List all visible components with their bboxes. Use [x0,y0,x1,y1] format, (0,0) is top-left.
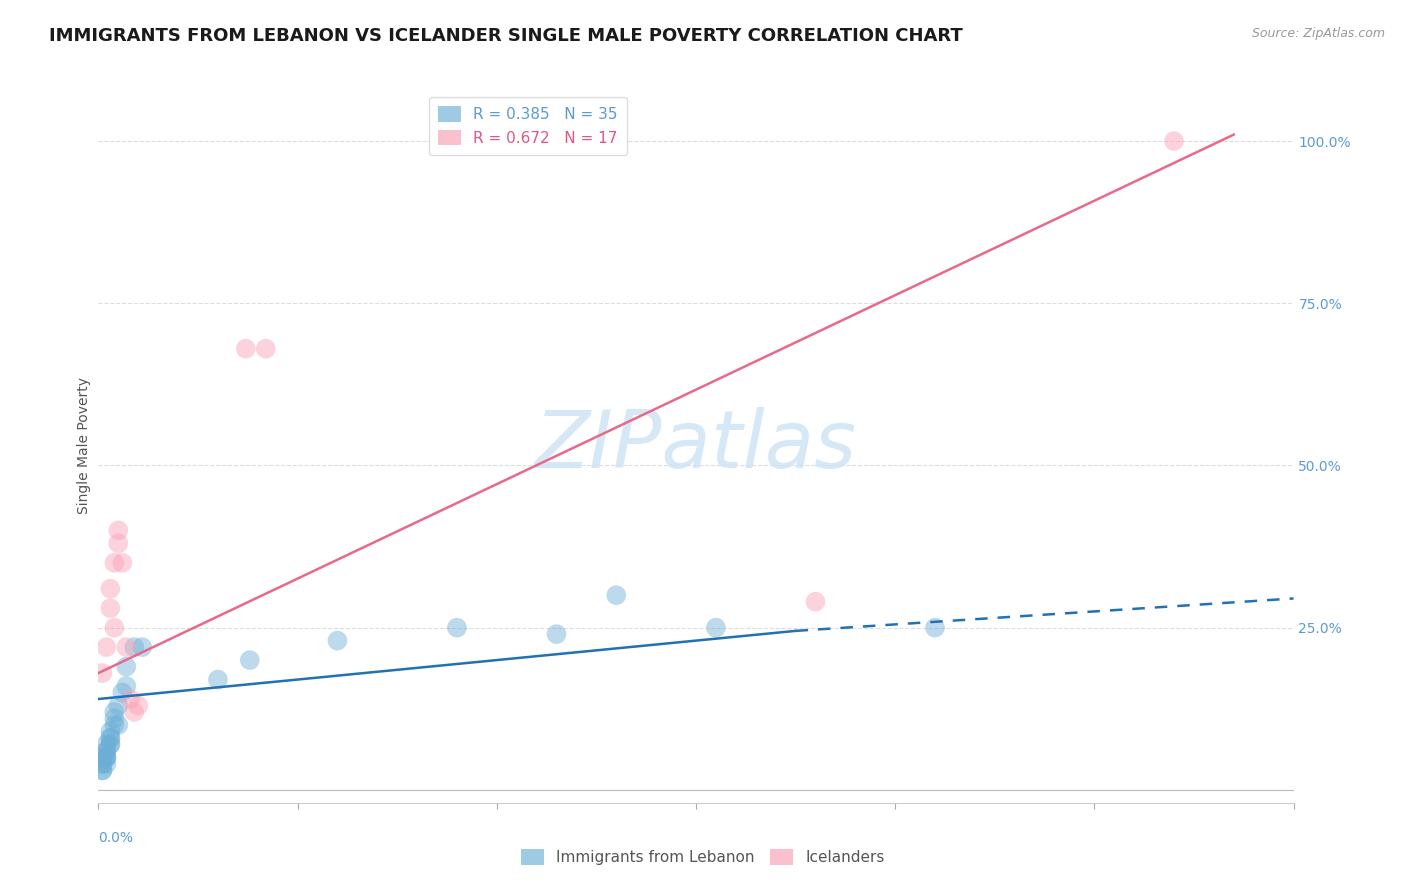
Point [804,595,827,609]
Point [96,750,118,764]
Point [96,750,118,764]
Point [120,692,142,706]
Point [91,764,114,778]
Point [107,698,129,713]
Point [107,718,129,732]
Point [91,750,114,764]
Point [98,738,122,752]
Point [124,705,146,719]
Point [103,718,125,732]
Point [98,738,122,752]
Point [103,621,125,635]
Text: ZIPatlas: ZIPatlas [534,407,858,485]
Point [111,685,134,699]
Point [96,744,118,758]
Point [111,556,134,570]
Point [103,556,125,570]
Point [98,601,122,615]
Point [207,673,229,687]
Point [91,764,114,778]
Point [239,653,262,667]
Point [1163,134,1185,148]
Point [96,756,118,771]
Legend: R = 0.385   N = 35, R = 0.672   N = 17: R = 0.385 N = 35, R = 0.672 N = 17 [429,97,627,155]
Y-axis label: Single Male Poverty: Single Male Poverty [77,377,91,515]
Point [235,342,257,356]
Point [124,640,146,654]
Point [98,724,122,739]
Point [326,633,349,648]
Point [546,627,568,641]
Point [91,756,114,771]
Point [98,731,122,745]
Point [96,744,118,758]
Point [98,582,122,596]
Point [704,621,727,635]
Point [254,342,277,356]
Point [115,659,138,673]
Point [96,738,118,752]
Point [446,621,468,635]
Point [96,750,118,764]
Point [115,640,138,654]
Point [131,640,153,654]
Point [107,536,129,550]
Point [107,524,129,538]
Point [127,698,149,713]
Point [91,756,114,771]
Point [924,621,946,635]
Point [605,588,627,602]
Point [96,640,118,654]
Point [115,679,138,693]
Point [98,731,122,745]
Text: IMMIGRANTS FROM LEBANON VS ICELANDER SINGLE MALE POVERTY CORRELATION CHART: IMMIGRANTS FROM LEBANON VS ICELANDER SIN… [49,27,963,45]
Point [103,711,125,725]
Text: 0.0%: 0.0% [98,831,134,845]
Point [91,666,114,681]
Legend: Immigrants from Lebanon, Icelanders: Immigrants from Lebanon, Icelanders [515,843,891,871]
Point [103,705,125,719]
Text: Source: ZipAtlas.com: Source: ZipAtlas.com [1251,27,1385,40]
